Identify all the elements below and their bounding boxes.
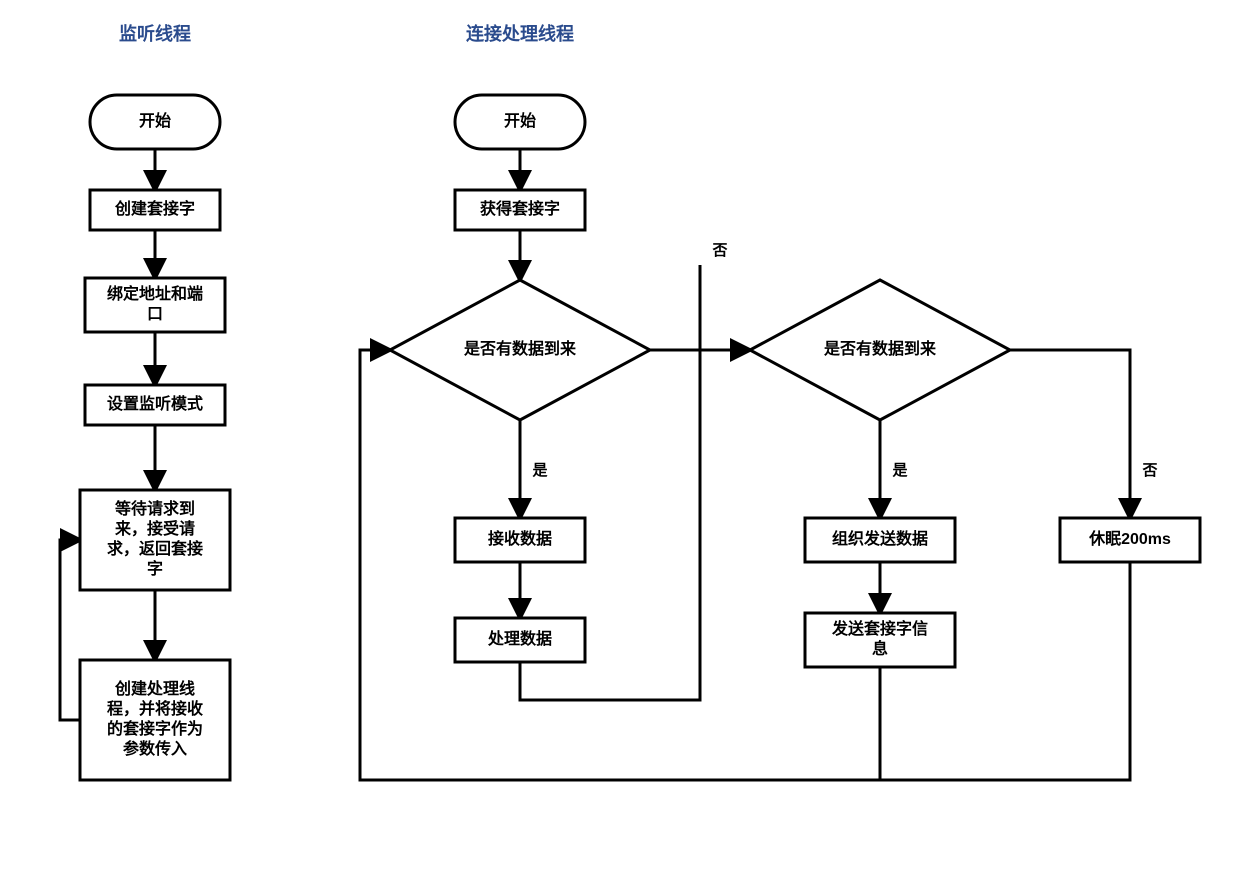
edge-label: 否 <box>711 242 727 259</box>
l-wait-label: 来，接受请 <box>114 519 195 538</box>
l-wait-label: 等待请求到 <box>114 499 195 518</box>
c-dec1: 是否有数据到来 <box>390 280 650 420</box>
l-start: 开始 <box>90 95 220 149</box>
edge-label: 否 <box>1141 462 1157 479</box>
l-wait: 等待请求到来，接受请求，返回套接字 <box>80 490 230 590</box>
l-listen: 设置监听模式 <box>85 385 225 425</box>
l-bind: 绑定地址和端口 <box>85 278 225 332</box>
c-getsock: 获得套接字 <box>455 190 585 230</box>
l-socket-label: 创建套接字 <box>114 199 195 218</box>
c-start-label: 开始 <box>504 111 536 130</box>
edge-label: 是 <box>891 462 908 479</box>
l-bind-label: 口 <box>147 306 163 323</box>
c-dec1-label: 是否有数据到来 <box>463 339 577 358</box>
edge-label: 是 <box>531 462 548 479</box>
l-socket: 创建套接字 <box>90 190 220 230</box>
c-proc-label: 处理数据 <box>487 629 552 648</box>
title-conn: 连接处理线程 <box>466 23 574 44</box>
flowchart-canvas: 开始创建套接字绑定地址和端口设置监听模式等待请求到来，接受请求，返回套接字创建处… <box>0 0 1240 888</box>
c-getsock-label: 获得套接字 <box>480 199 560 218</box>
title-listen: 监听线程 <box>119 23 191 44</box>
c-sleep: 休眠200ms <box>1060 518 1200 562</box>
c-sleep-label: 休眠200ms <box>1088 529 1171 548</box>
l-wait-label: 求，返回套接 <box>107 539 203 558</box>
c-start: 开始 <box>455 95 585 149</box>
c-dec2-label: 是否有数据到来 <box>823 339 937 358</box>
c-send: 发送套接字信息 <box>805 613 955 667</box>
l-create-label: 创建处理线 <box>114 679 195 698</box>
c-dec2: 是否有数据到来 <box>750 280 1010 420</box>
l-start-label: 开始 <box>139 111 171 130</box>
c-send-label: 息 <box>872 639 888 658</box>
c-recv-label: 接收数据 <box>488 529 552 548</box>
c-org-label: 组织发送数据 <box>832 529 928 548</box>
l-create: 创建处理线程，并将接收的套接字作为参数传入 <box>80 660 230 780</box>
l-create-label: 的套接字作为 <box>107 719 203 738</box>
c-recv: 接收数据 <box>455 518 585 562</box>
c-send-label: 发送套接字信 <box>831 619 928 638</box>
l-create-label: 程，并将接收 <box>107 699 203 718</box>
c-org: 组织发送数据 <box>805 518 955 562</box>
l-wait-label: 字 <box>147 559 163 578</box>
c-proc: 处理数据 <box>455 618 585 662</box>
l-bind-label: 绑定地址和端 <box>107 284 203 303</box>
l-listen-label: 设置监听模式 <box>107 394 203 413</box>
l-create-label: 参数传入 <box>123 739 187 758</box>
